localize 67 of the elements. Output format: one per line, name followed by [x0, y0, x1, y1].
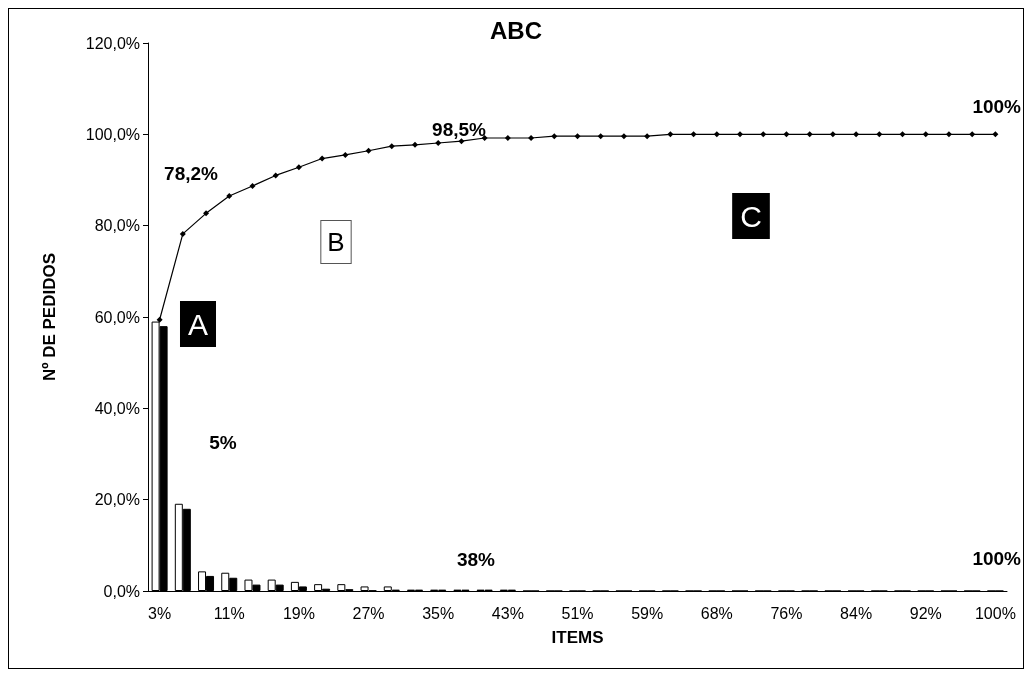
- point: [342, 151, 349, 158]
- x-tick-label: 59%: [631, 604, 664, 622]
- point: [783, 131, 790, 138]
- x-tick-label: 68%: [700, 604, 733, 622]
- x-tick-label: 19%: [282, 604, 315, 622]
- y-tick-label: 100,0%: [85, 125, 140, 143]
- point: [226, 192, 233, 199]
- annotation: 98,5%: [432, 118, 487, 140]
- point: [690, 131, 697, 138]
- point: [388, 143, 395, 150]
- annotation: A: [187, 307, 209, 341]
- point: [528, 134, 535, 141]
- annotation: 78,2%: [164, 162, 219, 184]
- point: [829, 131, 836, 138]
- x-axis-title: ITEMS: [551, 628, 604, 647]
- point: [249, 182, 256, 189]
- point: [945, 131, 952, 138]
- point: [597, 133, 604, 140]
- x-tick-label: 92%: [909, 604, 942, 622]
- annotation: 100%: [972, 95, 1022, 117]
- x-tick-label: 84%: [840, 604, 873, 622]
- point: [899, 131, 906, 138]
- point: [644, 133, 651, 140]
- point: [922, 131, 929, 138]
- x-tick-label: 11%: [213, 604, 245, 622]
- annotation: 38%: [456, 548, 496, 570]
- x-tick-label: 100%: [974, 604, 1016, 622]
- point: [295, 164, 302, 171]
- x-tick-label: 27%: [352, 604, 385, 622]
- point: [411, 141, 418, 148]
- point: [203, 210, 210, 217]
- point: [760, 131, 767, 138]
- point: [969, 131, 976, 138]
- point: [179, 230, 186, 237]
- point: [853, 131, 860, 138]
- y-tick-label: 20,0%: [94, 491, 140, 509]
- point: [574, 133, 581, 140]
- point: [737, 131, 744, 138]
- point: [551, 133, 558, 140]
- point: [713, 131, 720, 138]
- x-tick-label: 76%: [770, 604, 803, 622]
- y-tick-label: 0,0%: [103, 582, 140, 600]
- x-tick-label: 3%: [148, 604, 172, 622]
- point: [620, 133, 627, 140]
- y-axis-title: Nº DE PEDIDOS: [40, 252, 59, 382]
- point: [806, 131, 813, 138]
- x-tick-label: 43%: [491, 604, 524, 622]
- point: [504, 134, 511, 141]
- y-tick-label: 80,0%: [94, 217, 140, 235]
- annotation: 100%: [972, 547, 1022, 569]
- y-tick-label: 60,0%: [94, 308, 140, 326]
- x-tick-label: 51%: [561, 604, 594, 622]
- annotation: B: [327, 227, 345, 257]
- point: [319, 155, 326, 162]
- annotation: 5%: [209, 431, 237, 453]
- point: [876, 131, 883, 138]
- point: [992, 131, 999, 138]
- point: [365, 147, 372, 154]
- point: [272, 172, 279, 179]
- point: [667, 131, 674, 138]
- chart-title: ABC: [490, 16, 542, 44]
- point: [156, 316, 163, 323]
- annotation: C: [740, 199, 762, 233]
- y-tick-label: 40,0%: [94, 399, 140, 417]
- x-tick-label: 35%: [422, 604, 455, 622]
- point: [435, 140, 442, 147]
- y-tick-label: 120,0%: [85, 34, 140, 52]
